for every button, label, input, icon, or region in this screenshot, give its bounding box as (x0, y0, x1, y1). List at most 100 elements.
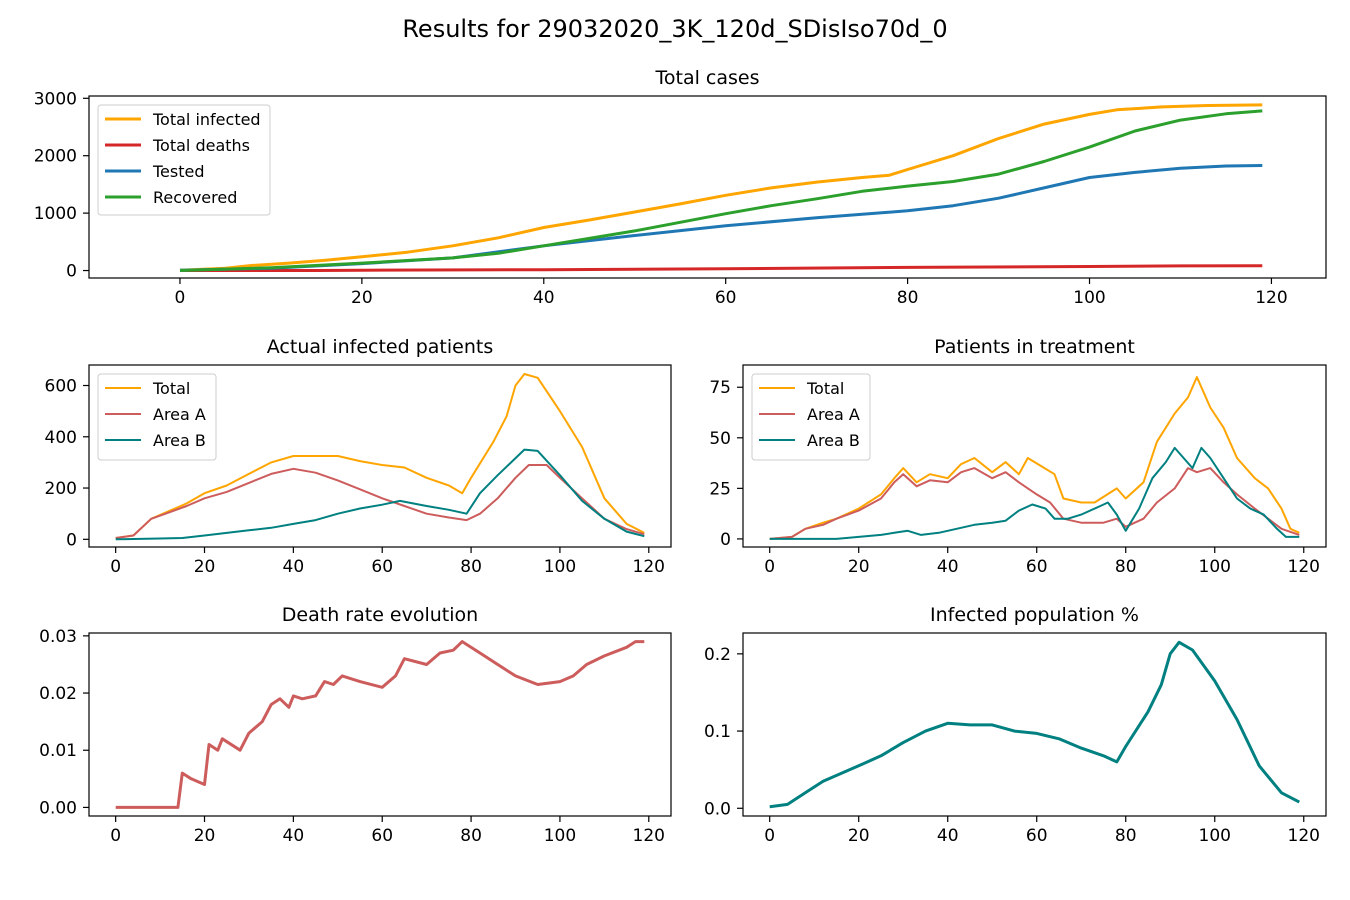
actual-infected-ytick-label: 0 (66, 530, 77, 550)
patients-treatment-xtick: 40 (937, 547, 959, 577)
total-cases-xtick-label: 80 (897, 288, 919, 308)
infected-population-xtick: 120 (1288, 816, 1320, 846)
infected-population-xtick: 0 (764, 816, 775, 846)
patients-treatment-axes: Patients in treatment 0 20 40 60 80 100 120 0 25 5… (709, 336, 1327, 577)
infected-population-xtick-label: 80 (1115, 826, 1137, 846)
actual-infected-xtick-label: 0 (110, 557, 121, 577)
death-rate-xtick-label: 0 (110, 826, 121, 846)
death-rate-xtick: 40 (283, 816, 305, 846)
infected-population-ytick: 0.0 (704, 799, 743, 819)
patients-treatment-ytick: 75 (709, 378, 743, 398)
legend-label: Area A (807, 405, 860, 424)
infected-population-title: Infected population % (930, 604, 1139, 626)
death-rate-xtick: 80 (460, 816, 482, 846)
death-rate-xtick-label: 120 (633, 826, 665, 846)
patients-treatment-series-total (769, 376, 1300, 540)
total-cases-xtick: 40 (533, 278, 555, 308)
actual-infected-ytick-label: 200 (45, 479, 77, 499)
total-cases-series-total-deaths (180, 264, 1263, 272)
actual-infected-xtick-label: 80 (460, 557, 482, 577)
death-rate-ytick: 0.00 (39, 798, 89, 818)
actual-infected-xtick: 100 (544, 547, 576, 577)
legend-label: Total (152, 379, 190, 398)
death-rate-xtick: 120 (633, 816, 665, 846)
total-cases-xtick-label: 20 (351, 288, 373, 308)
infected-population-xtick-label: 100 (1199, 826, 1231, 846)
actual-infected-frame (88, 364, 672, 548)
infected-population-xtick: 60 (1026, 816, 1048, 846)
infected-population-ytick-label: 0.0 (704, 799, 731, 819)
actual-infected-xtick: 40 (283, 547, 304, 577)
total-cases-xtick: 120 (1255, 278, 1288, 308)
infected-population-ytick: 0.2 (704, 645, 743, 665)
patients-treatment-xtick-label: 80 (1115, 557, 1137, 577)
legend-label: Tested (152, 162, 205, 181)
death-rate-xtick: 20 (194, 816, 216, 846)
actual-infected-ytick-label: 600 (45, 377, 77, 397)
patients-treatment-ytick-label: 75 (709, 378, 731, 398)
death-rate-xtick: 100 (544, 816, 576, 846)
actual-infected-series-total (115, 373, 645, 539)
total-cases-ytick: 0 (66, 262, 89, 282)
infected-population-xtick-label: 60 (1026, 826, 1048, 846)
figure-title: Results for 29032020_3K_120d_SDisIso70d_… (402, 15, 947, 43)
patients-treatment-ytick-label: 25 (709, 479, 731, 499)
actual-infected-ytick: 0 (66, 530, 89, 550)
patients-treatment-frame (742, 364, 1327, 548)
actual-infected-title: Actual infected patients (267, 336, 493, 358)
total-cases-frame (88, 95, 1327, 279)
infected-population-ytick: 0.1 (704, 722, 743, 742)
total-cases-xtick: 80 (897, 278, 919, 308)
patients-treatment-xtick: 20 (848, 547, 870, 577)
total-cases-ytick-label: 1000 (34, 204, 77, 224)
total-cases-title: Total cases (655, 67, 760, 89)
actual-infected-xtick: 0 (110, 547, 121, 577)
patients-treatment-title: Patients in treatment (934, 336, 1135, 358)
total-cases-series-recovered (179, 109, 1263, 272)
death-rate-frame (88, 632, 672, 817)
infected-population-xtick: 80 (1115, 816, 1137, 846)
actual-infected-xtick: 120 (633, 547, 665, 577)
actual-infected-ytick-label: 400 (45, 428, 77, 448)
patients-treatment-xtick-label: 120 (1288, 557, 1320, 577)
actual-infected-legend: Total Area A Area B (97, 373, 217, 461)
total-cases-xtick-label: 40 (533, 288, 555, 308)
infected-population-xtick-label: 0 (764, 826, 775, 846)
total-cases-legend: Total infected Total deaths Tested Recovere… (97, 104, 271, 216)
patients-treatment-xtick-label: 40 (937, 557, 959, 577)
total-cases-series-total-infected (179, 103, 1263, 272)
patients-treatment-xtick: 120 (1288, 547, 1320, 577)
total-cases-axes: Total cases 0 20 40 60 80 100 120 0 1000 2000 3000 T… (34, 67, 1327, 308)
total-cases-xtick: 100 (1073, 278, 1106, 308)
infected-population-xtick-label: 40 (937, 826, 959, 846)
death-rate-ytick-label: 0.02 (39, 684, 77, 704)
patients-treatment-series-area-b (769, 446, 1300, 540)
legend-label: Total infected (152, 110, 261, 129)
legend-label: Area A (153, 405, 206, 424)
total-cases-xtick-label: 120 (1255, 288, 1287, 308)
death-rate-xtick-label: 20 (194, 826, 216, 846)
actual-infected-ytick: 200 (45, 479, 89, 499)
actual-infected-xtick-label: 20 (194, 557, 216, 577)
patients-treatment-legend: Total Area A Area B (751, 373, 871, 461)
patients-treatment-xtick: 0 (764, 547, 775, 577)
patients-treatment-ytick: 50 (709, 429, 743, 449)
actual-infected-xtick: 20 (194, 547, 216, 577)
death-rate-ytick-label: 0.03 (39, 627, 77, 647)
death-rate-xtick: 0 (110, 816, 121, 846)
actual-infected-xtick: 60 (371, 547, 393, 577)
death-rate-ytick: 0.02 (39, 684, 89, 704)
actual-infected-series-area-a (115, 464, 645, 539)
patients-treatment-xtick-label: 60 (1026, 557, 1048, 577)
legend-label: Total (806, 379, 844, 398)
death-rate-xtick-label: 40 (283, 826, 305, 846)
actual-infected-ytick: 600 (45, 377, 89, 397)
legend-label: Area B (153, 431, 206, 450)
legend-label: Total deaths (152, 136, 250, 155)
patients-treatment-xtick: 100 (1199, 547, 1231, 577)
patients-treatment-ytick-label: 50 (709, 429, 731, 449)
total-cases-ytick: 1000 (34, 204, 89, 224)
actual-infected-xtick-label: 100 (544, 557, 576, 577)
total-cases-ytick-label: 0 (66, 262, 77, 282)
